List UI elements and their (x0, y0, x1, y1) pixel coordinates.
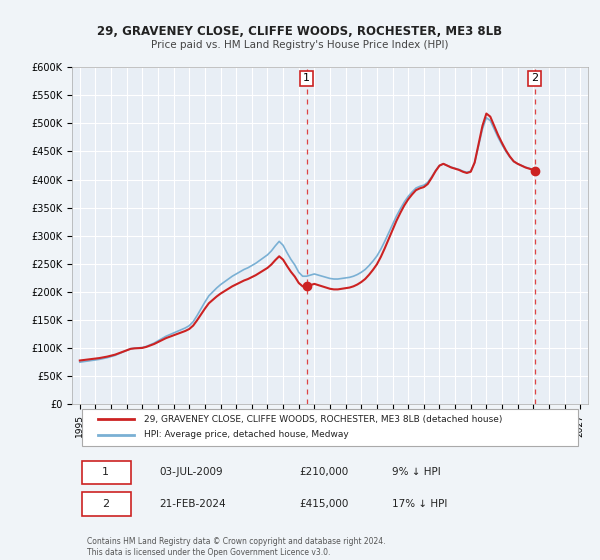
Text: 9% ↓ HPI: 9% ↓ HPI (392, 467, 440, 477)
FancyBboxPatch shape (82, 461, 131, 484)
Text: HPI: Average price, detached house, Medway: HPI: Average price, detached house, Medw… (144, 430, 349, 439)
FancyBboxPatch shape (82, 409, 578, 446)
Text: 21-FEB-2024: 21-FEB-2024 (160, 499, 226, 509)
Text: 03-JUL-2009: 03-JUL-2009 (160, 467, 223, 477)
Text: 29, GRAVENEY CLOSE, CLIFFE WOODS, ROCHESTER, ME3 8LB (detached house): 29, GRAVENEY CLOSE, CLIFFE WOODS, ROCHES… (144, 415, 503, 424)
Text: Contains HM Land Registry data © Crown copyright and database right 2024.
This d: Contains HM Land Registry data © Crown c… (88, 537, 386, 557)
Text: 1: 1 (303, 73, 310, 83)
Text: 2: 2 (531, 73, 538, 83)
Text: £210,000: £210,000 (299, 467, 348, 477)
Text: £415,000: £415,000 (299, 499, 349, 509)
Text: Price paid vs. HM Land Registry's House Price Index (HPI): Price paid vs. HM Land Registry's House … (151, 40, 449, 50)
FancyBboxPatch shape (82, 492, 131, 516)
Text: 1: 1 (102, 467, 109, 477)
Text: 2: 2 (102, 499, 109, 509)
Text: 17% ↓ HPI: 17% ↓ HPI (392, 499, 447, 509)
Text: 29, GRAVENEY CLOSE, CLIFFE WOODS, ROCHESTER, ME3 8LB: 29, GRAVENEY CLOSE, CLIFFE WOODS, ROCHES… (97, 25, 503, 38)
